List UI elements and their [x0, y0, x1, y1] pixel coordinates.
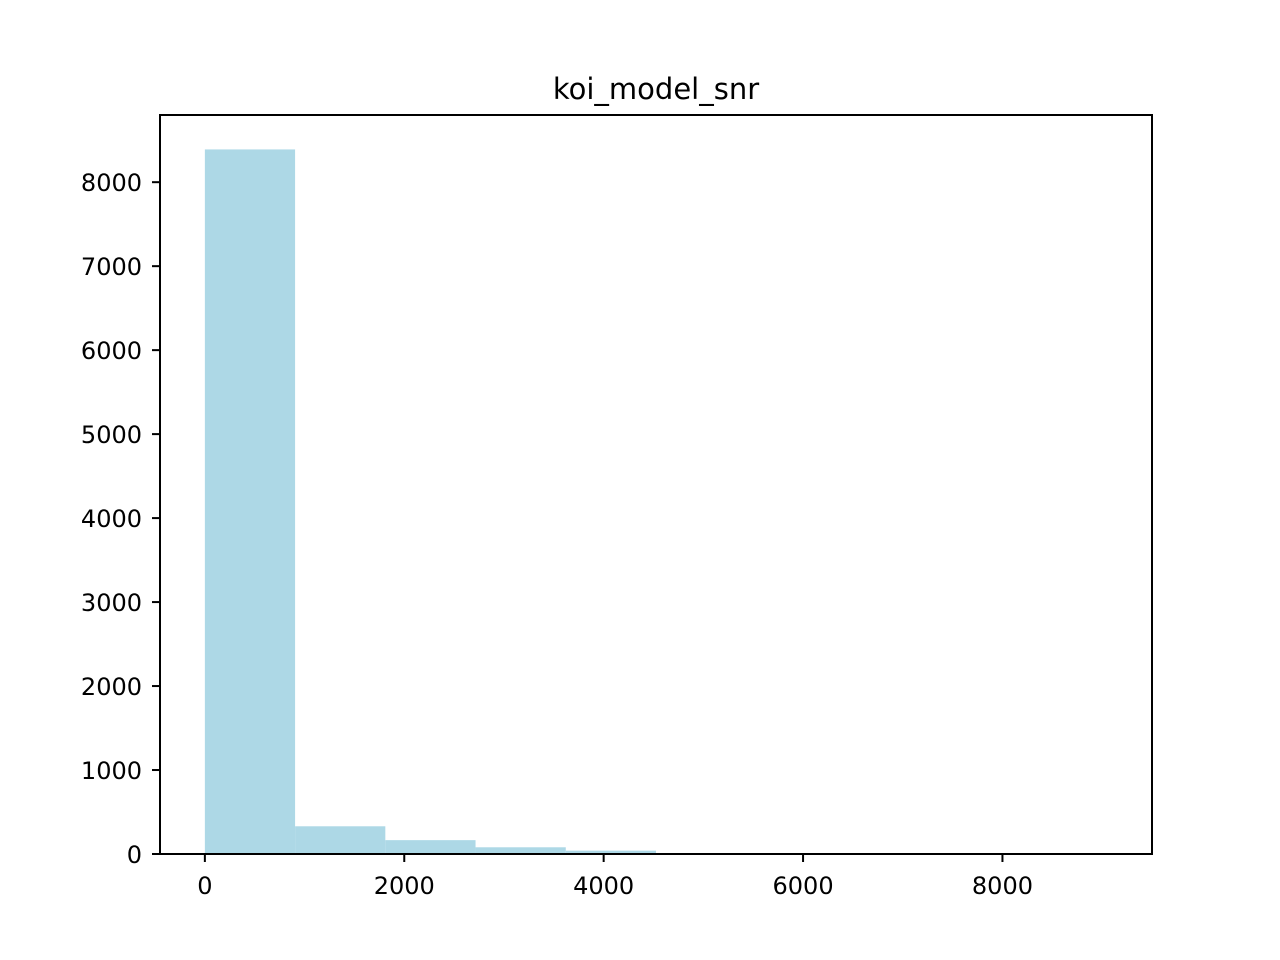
y-tick-label-4: 4000 [81, 505, 142, 533]
plot-frame [159, 114, 1153, 855]
y-tick-label-3: 3000 [81, 589, 142, 617]
x-tick-label-0: 0 [197, 872, 212, 900]
y-tick-label-5: 5000 [81, 421, 142, 449]
chart-title: koi_model_snr [553, 72, 759, 106]
x-axis: 0 2000 4000 6000 8000 [197, 854, 1033, 900]
y-tick-label-0: 0 [127, 841, 142, 869]
bars-group [204, 149, 1108, 855]
x-tick-label-3: 6000 [773, 872, 834, 900]
x-tick-label-4: 8000 [972, 872, 1033, 900]
histogram-bar-1 [295, 826, 386, 854]
histogram-bar-0 [204, 149, 296, 855]
x-tick-label-1: 2000 [374, 872, 435, 900]
y-tick-label-8: 8000 [81, 169, 142, 197]
histogram-bar-2 [385, 840, 476, 854]
histogram-bar-4 [565, 850, 656, 854]
y-tick-label-1: 1000 [81, 757, 142, 785]
y-tick-label-7: 7000 [81, 253, 142, 281]
histogram-bar-3 [475, 847, 566, 854]
y-tick-label-6: 6000 [81, 337, 142, 365]
y-tick-label-2: 2000 [81, 673, 142, 701]
y-axis: 0 1000 2000 3000 4000 5000 6000 7000 8000 [81, 169, 160, 869]
x-tick-label-2: 4000 [573, 872, 634, 900]
